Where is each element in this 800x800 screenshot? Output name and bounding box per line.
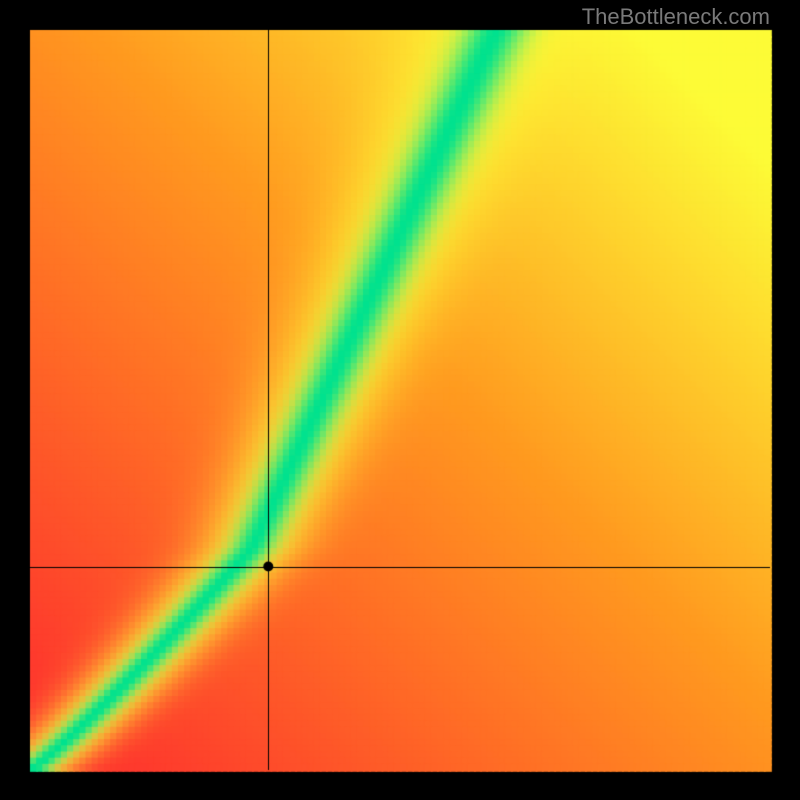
watermark-text: TheBottleneck.com	[582, 4, 770, 30]
chart-container: TheBottleneck.com	[0, 0, 800, 800]
bottleneck-heatmap	[0, 0, 800, 800]
